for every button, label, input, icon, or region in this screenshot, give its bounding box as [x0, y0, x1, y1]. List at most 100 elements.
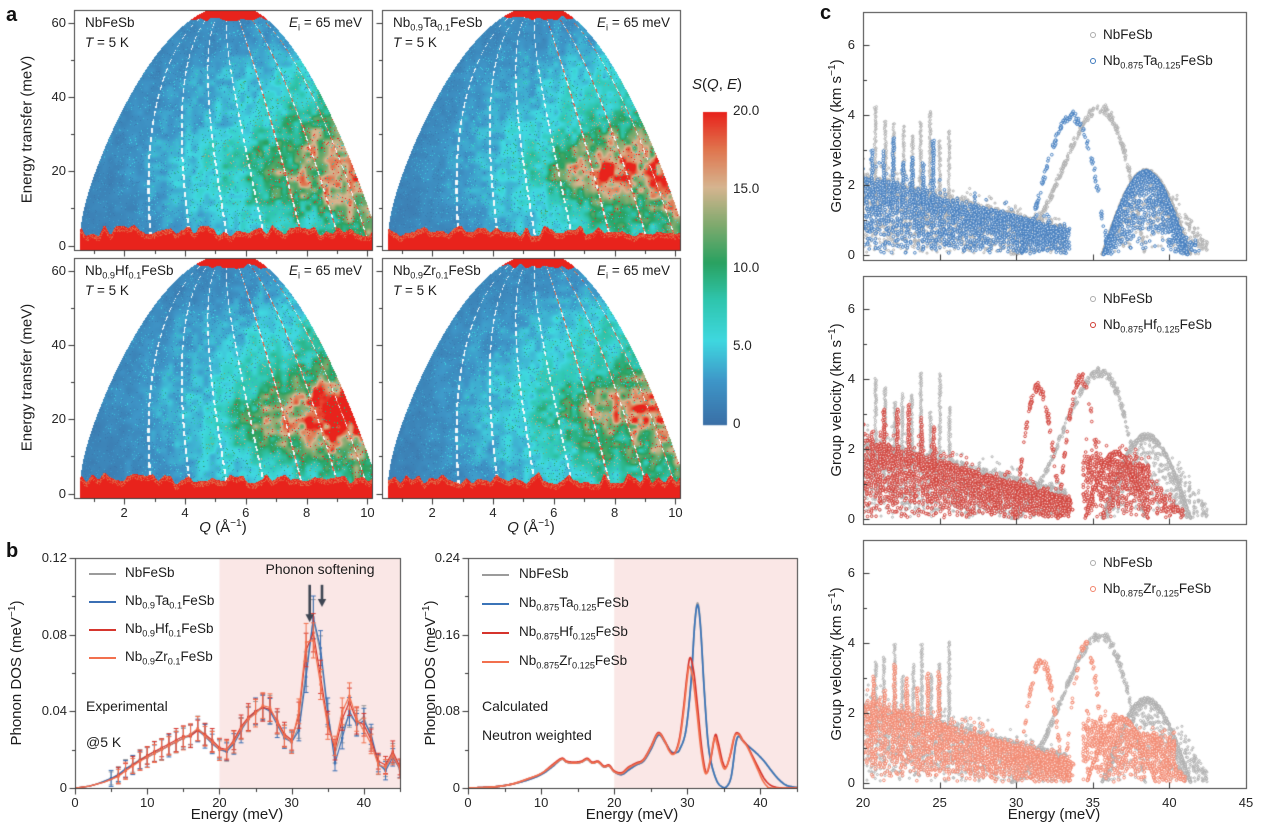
tick-label: 45	[1238, 795, 1254, 810]
heatmap-zr-title: Nb0.9Zr0.1FeSb	[393, 263, 481, 281]
tick-label: 2	[847, 176, 855, 192]
tick-label: 20	[51, 163, 66, 179]
tick-label: 40	[51, 89, 66, 105]
tick-label: 0.16	[434, 626, 460, 642]
tick-label: 0	[847, 246, 855, 262]
legend-swatch	[89, 657, 116, 659]
legend-swatch	[1090, 560, 1096, 566]
tick-label: 2	[847, 440, 855, 456]
legend-item-label: NbFeSb	[1103, 555, 1153, 570]
tick-label: 0	[58, 237, 66, 253]
legend-item-label: NbFeSb	[1103, 291, 1153, 306]
legend-swatch	[482, 661, 509, 663]
x-axis-title-q-left: Q (Å−1)	[199, 518, 247, 536]
legend-swatch	[1090, 32, 1096, 38]
tick-label: 10	[360, 505, 375, 520]
legend-swatch	[1090, 322, 1096, 328]
plot-group-velocity-ta	[863, 12, 1246, 260]
heatmap-zr-temperature: T = 5 K	[393, 283, 437, 298]
tick-label: 10	[533, 795, 549, 810]
tick-label: 8	[302, 505, 311, 520]
legend-swatch	[89, 573, 116, 575]
y-axis-title-energy-transfer-bottom: Energy transfer (meV)	[18, 303, 36, 452]
tick-label: 20	[855, 795, 871, 810]
legend-swatch	[1090, 296, 1096, 302]
legend-swatch	[89, 601, 116, 603]
legend-swatch	[482, 603, 509, 605]
legend-item-label: Nb0.9Zr0.1FeSb	[125, 649, 213, 667]
plot-dos-experimental	[75, 558, 400, 788]
heatmap-nbfesb-temperature: T = 5 K	[85, 35, 129, 50]
x-axis-title-q-right: Q (Å−1)	[507, 518, 555, 536]
tick-label: 6	[242, 505, 250, 520]
colorbar-tick-label: 0	[733, 416, 741, 431]
legend-item-label: NbFeSb	[125, 565, 175, 580]
tick-label: 2	[428, 505, 436, 520]
legend-swatch	[89, 629, 116, 631]
legend-item-label: Nb0.875Hf0.125FeSb	[1103, 317, 1212, 335]
colorbar-title: S(Q, E)	[692, 76, 743, 93]
tick-label: 30	[284, 795, 299, 810]
tick-label: 0.04	[41, 703, 67, 719]
heatmap-zr-incident-energy: Ei = 65 meV	[597, 263, 670, 281]
tick-label: 0	[464, 795, 472, 810]
tick-label: 6	[550, 505, 558, 520]
y-axis-title-phonon-dos-right: Phonon DOS (meV−1)	[421, 600, 439, 746]
tick-label: 4	[847, 635, 855, 651]
annotation-phonon-softening: Phonon softening	[265, 561, 375, 577]
tick-label: 4	[847, 107, 855, 123]
tick-label: 60	[51, 14, 66, 30]
tick-label: 0	[847, 774, 855, 790]
heatmap-hf-incident-energy: Ei = 65 meV	[289, 263, 362, 281]
tick-label: 2	[847, 704, 855, 720]
tick-label: 0	[59, 780, 67, 795]
legend-item-label: Nb0.875Hf0.125FeSb	[519, 624, 628, 642]
tick-label: 40	[51, 337, 66, 353]
annotation-at-5k: @5 K	[86, 734, 122, 750]
tick-label: 30	[1008, 795, 1024, 810]
panel-b-label: b	[6, 540, 19, 562]
colorbar-tick-label: 15.0	[733, 181, 760, 196]
legend-item-label: Nb0.875Zr0.125FeSb	[1103, 581, 1212, 599]
tick-label: 6	[847, 37, 855, 53]
heatmap-ta-incident-energy: Ei = 65 meV	[597, 15, 670, 33]
tick-label: 4	[181, 505, 189, 520]
colorbar-tick-label: 5.0	[733, 338, 752, 353]
tick-label: 10	[668, 505, 683, 520]
tick-label: 0	[847, 510, 855, 526]
legend-item-label: Nb0.875Ta0.125FeSb	[519, 595, 629, 613]
colorbar-tick-label: 10.0	[733, 260, 760, 275]
heatmap-nbfesb-incident-energy: Ei = 65 meV	[289, 15, 362, 33]
tick-label: 6	[847, 565, 855, 581]
y-axis-title-phonon-dos-left: Phonon DOS (meV−1)	[7, 600, 25, 746]
tick-label: 0	[71, 795, 79, 810]
x-axis-title-energy-gv: Energy (meV)	[1007, 806, 1101, 823]
colorbar-tick-label: 20.0	[733, 103, 760, 118]
tick-label: 40	[356, 795, 372, 810]
tick-label: 8	[610, 505, 619, 520]
x-axis-title-energy-dos-left: Energy (meV)	[190, 806, 284, 823]
tick-label: 30	[680, 795, 695, 810]
tick-label: 0.08	[434, 703, 460, 719]
tick-label: 0.08	[41, 626, 67, 642]
legend-swatch	[1090, 58, 1096, 64]
tick-label: 40	[1162, 795, 1177, 810]
tick-label: 25	[932, 795, 947, 810]
tick-label: 20	[212, 795, 227, 810]
tick-label: 20	[606, 795, 622, 810]
tick-label: 0	[58, 485, 66, 501]
colorbar	[703, 112, 727, 425]
tick-label: 10	[139, 795, 155, 810]
panel-c-label: c	[820, 2, 832, 24]
tick-label: 4	[847, 371, 855, 387]
legend-item-label: Nb0.9Ta0.1FeSb	[125, 593, 215, 611]
heatmap-ta-title: Nb0.9Ta0.1FeSb	[393, 15, 483, 33]
legend-swatch	[482, 574, 509, 576]
legend-item-label: Nb0.9Hf0.1FeSb	[125, 621, 214, 639]
annotation-calculated: Calculated	[482, 698, 549, 714]
tick-label: 0	[452, 780, 460, 795]
heatmap-ta-temperature: T = 5 K	[393, 35, 437, 50]
panel-a-label: a	[6, 4, 18, 26]
legend-item-label: NbFeSb	[1103, 27, 1153, 42]
